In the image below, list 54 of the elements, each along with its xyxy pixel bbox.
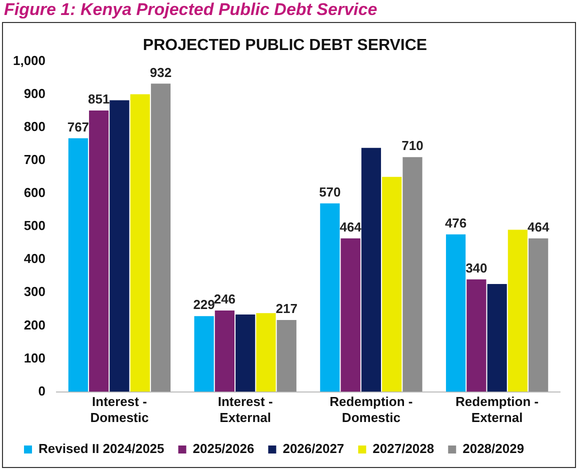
y-tick-label: 900: [24, 86, 46, 101]
chart-title: PROJECTED PUBLIC DEBT SERVICE: [142, 37, 428, 54]
data-label: 851: [88, 92, 110, 107]
legend-label: 2028/2029: [462, 441, 524, 456]
x-tick-label: Redemption - Domestic: [330, 394, 413, 425]
bar: [194, 316, 214, 392]
y-tick-label: 1,000: [12, 52, 46, 68]
bar: [340, 238, 360, 392]
y-tick-label: 700: [24, 152, 46, 167]
data-label: 932: [150, 64, 172, 80]
data-label: 464: [528, 219, 550, 234]
bar: [110, 100, 130, 392]
y-tick-label: 200: [24, 317, 46, 332]
bar: [508, 230, 528, 392]
data-label: 246: [214, 292, 236, 307]
y-tick-label: 500: [24, 218, 46, 234]
bar: [466, 279, 486, 392]
data-label: 229: [193, 297, 215, 312]
data-label: 464: [340, 219, 362, 234]
legend-label: 2027/2028: [372, 441, 434, 456]
data-label: 340: [466, 260, 488, 276]
data-label: 217: [276, 301, 298, 316]
data-label: 570: [319, 184, 341, 200]
y-tick-label: 0: [38, 383, 46, 398]
y-tick-label: 800: [24, 118, 46, 134]
bar: [446, 234, 466, 392]
legend-label: Revised II 2024/2025: [38, 441, 164, 456]
bar: [402, 157, 422, 392]
bar: [276, 320, 296, 392]
data-label: 767: [67, 119, 90, 134]
bar: [528, 238, 548, 392]
x-tick-label: Interest - Domestic: [90, 394, 149, 425]
bar: [382, 176, 402, 392]
data-label: 476: [444, 216, 467, 231]
bar: [150, 84, 171, 392]
x-tick-label: Interest - External: [218, 394, 273, 425]
bar: [256, 313, 276, 392]
data-label: 710: [402, 138, 424, 154]
y-tick-label: 400: [24, 251, 46, 266]
bar: [89, 110, 109, 392]
y-tick-label: 300: [24, 284, 46, 300]
y-tick-label: 600: [24, 185, 46, 200]
legend-label: 2026/2027: [282, 441, 344, 456]
bar: [130, 94, 150, 392]
bar: [236, 314, 256, 392]
bar: [320, 203, 340, 392]
bar: [214, 310, 234, 392]
y-tick-label: 100: [24, 350, 46, 366]
bar: [487, 284, 507, 392]
x-tick-label: Redemption - External: [456, 394, 539, 425]
legend-label: 2025/2026: [192, 441, 254, 456]
bar: [68, 138, 88, 392]
caption: Figure 1: Kenya Projected Public Debt Service: [4, 0, 378, 20]
bar: [361, 148, 382, 392]
